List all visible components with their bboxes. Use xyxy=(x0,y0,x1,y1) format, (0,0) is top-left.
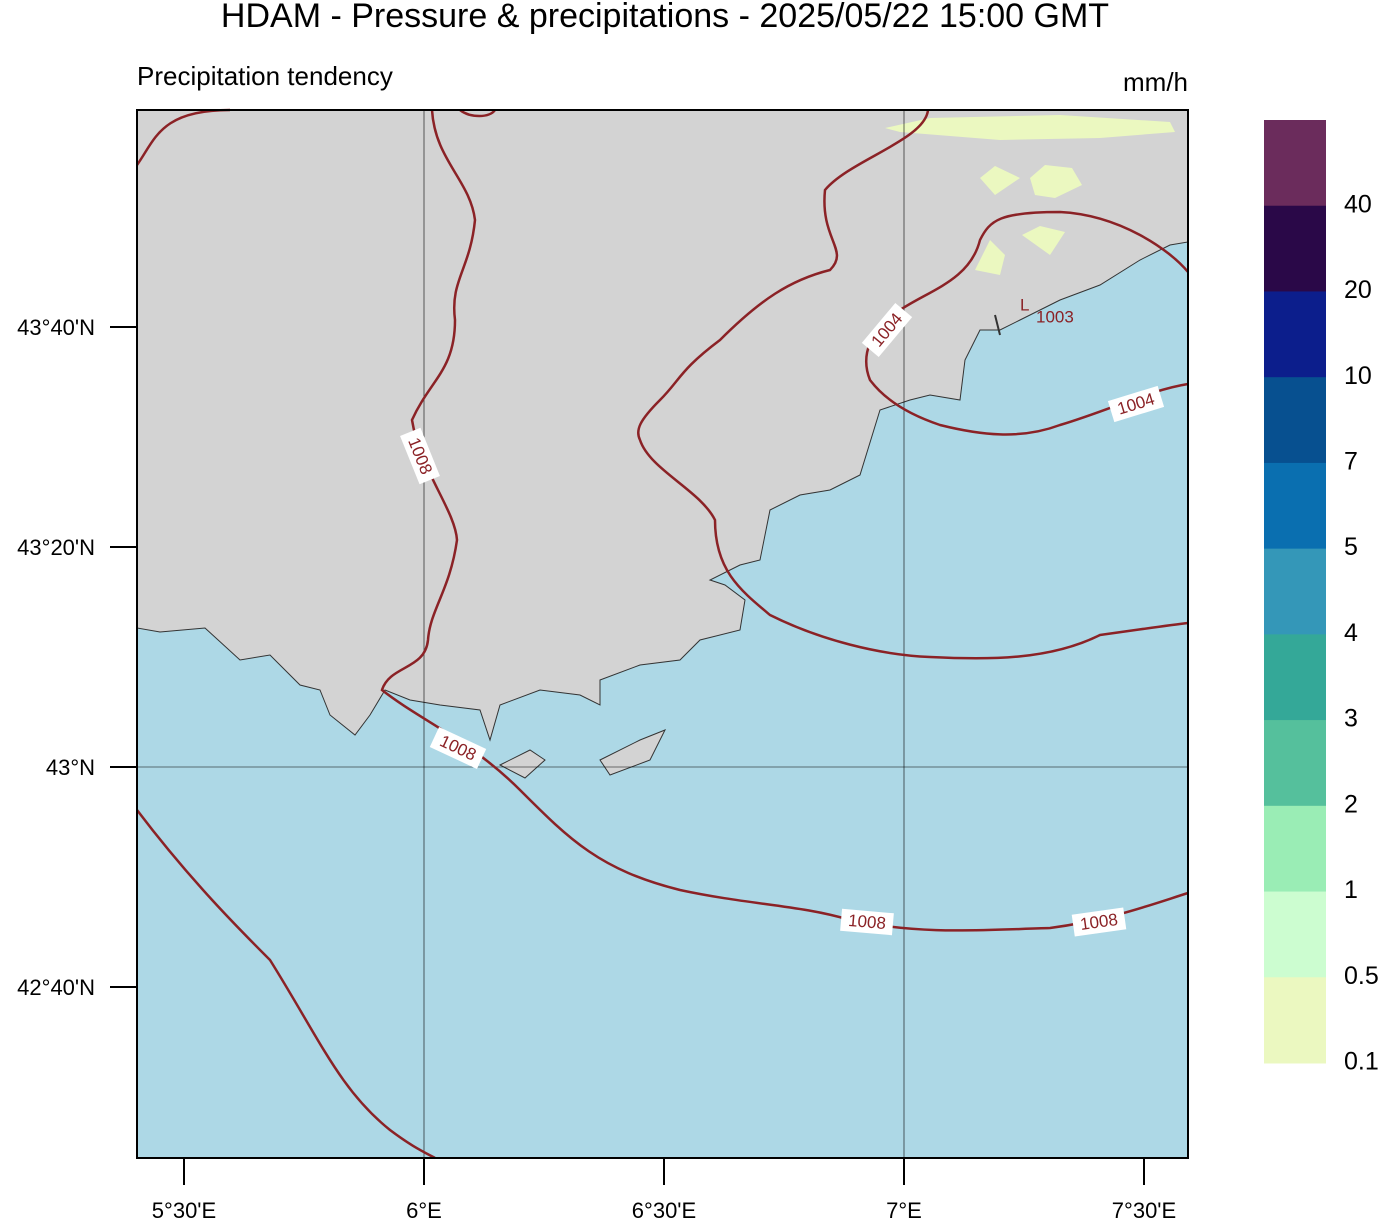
colorbar-box xyxy=(1264,977,1326,1064)
colorbar-label: 0.1 xyxy=(1344,1048,1379,1076)
lat-label: 43°20'N xyxy=(17,535,95,560)
units: mm/h xyxy=(1123,67,1188,97)
colorbar-label: 2 xyxy=(1344,790,1358,818)
title: HDAM - Pressure & precipitations - 2025/… xyxy=(221,0,1109,35)
colorbar-box xyxy=(1264,462,1326,550)
contour-label-bg xyxy=(400,427,440,485)
lon-label: 6°30'E xyxy=(632,1198,696,1223)
contour-label: 1008 xyxy=(840,908,894,936)
contour-label-bg xyxy=(429,727,487,769)
colorbar-box xyxy=(1264,720,1326,807)
colorbar-label: 1 xyxy=(1344,876,1358,904)
land xyxy=(136,109,1189,742)
colorbar-label: 3 xyxy=(1344,705,1358,733)
colorbar-label: 4 xyxy=(1344,619,1358,647)
frame xyxy=(136,109,1189,1159)
contour-label-bg xyxy=(840,908,894,936)
subtitle: Precipitation tendency xyxy=(137,61,393,91)
lat-label: 43°N xyxy=(46,755,95,780)
colorbar-box xyxy=(1264,548,1326,635)
colorbar-label: 40 xyxy=(1344,190,1372,218)
contour-label-bg xyxy=(1107,385,1165,423)
coast-detail xyxy=(994,314,1001,336)
low-symbol: L xyxy=(1020,295,1029,314)
colorbar-box xyxy=(1264,805,1326,893)
colorbar-box xyxy=(1264,120,1326,207)
lon-label: 7°E xyxy=(886,1198,922,1223)
contour-label-text: 1008 xyxy=(847,911,886,933)
contour-label-bg xyxy=(861,303,913,357)
precip-patches xyxy=(885,115,1175,275)
colorbar-box xyxy=(1264,377,1326,464)
island xyxy=(498,729,667,779)
colorbar-label: 10 xyxy=(1344,362,1372,390)
lat-label: 43°40'N xyxy=(17,315,95,340)
lon-label: 5°30'E xyxy=(152,1198,216,1223)
low-value: 1003 xyxy=(1036,307,1074,326)
colorbar-label: 7 xyxy=(1344,448,1358,476)
colorbar-box xyxy=(1264,891,1326,978)
contour-label: 1008 xyxy=(1071,907,1127,937)
lon-label: 6°E xyxy=(406,1198,442,1223)
colorbar-label: 0.5 xyxy=(1344,962,1379,990)
lat-label: 42°40'N xyxy=(17,975,95,1000)
colorbar-label: 20 xyxy=(1344,276,1372,304)
lon-label: 7°30'E xyxy=(1112,1198,1176,1223)
colorbar-box xyxy=(1264,291,1326,378)
colorbar-box xyxy=(1264,205,1326,292)
colorbar-box xyxy=(1264,634,1326,721)
colorbar-label: 5 xyxy=(1344,533,1358,561)
contour-label-bg xyxy=(1071,907,1127,937)
graticule xyxy=(137,110,1188,1158)
